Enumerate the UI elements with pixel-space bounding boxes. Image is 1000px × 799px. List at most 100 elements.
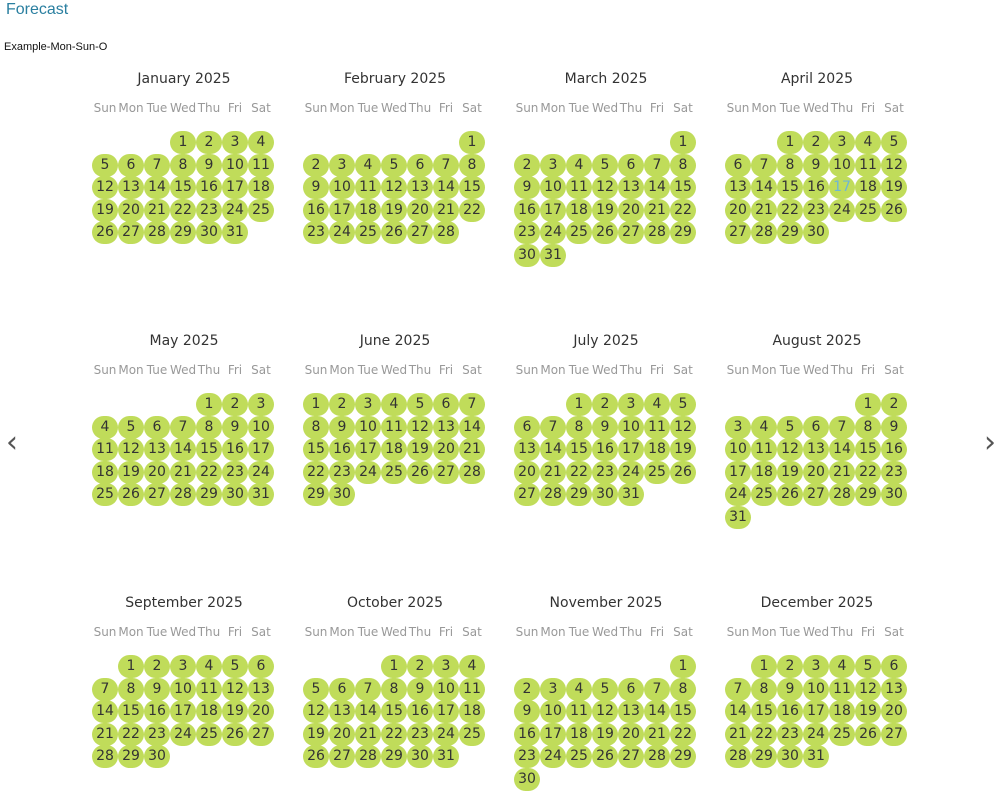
day-cell[interactable]: 13 — [881, 678, 907, 701]
day-cell[interactable]: 5 — [222, 655, 248, 678]
day-cell[interactable]: 31 — [725, 506, 751, 529]
day-cell[interactable]: 23 — [592, 461, 618, 484]
day-cell[interactable]: 31 — [803, 745, 829, 768]
day-cell[interactable]: 27 — [407, 221, 433, 244]
day-cell[interactable]: 18 — [381, 438, 407, 461]
day-cell[interactable]: 16 — [303, 199, 329, 222]
day-cell[interactable]: 25 — [566, 221, 592, 244]
day-cell[interactable]: 19 — [118, 461, 144, 484]
day-cell[interactable]: 29 — [170, 221, 196, 244]
day-cell[interactable]: 20 — [407, 199, 433, 222]
day-cell[interactable]: 26 — [303, 745, 329, 768]
day-cell[interactable]: 3 — [433, 655, 459, 678]
day-cell[interactable]: 11 — [566, 176, 592, 199]
day-cell[interactable]: 21 — [459, 438, 485, 461]
day-cell[interactable]: 20 — [725, 199, 751, 222]
day-cell[interactable]: 8 — [459, 154, 485, 177]
day-cell[interactable]: 4 — [92, 416, 118, 439]
day-cell[interactable]: 23 — [777, 723, 803, 746]
day-cell[interactable]: 21 — [355, 723, 381, 746]
day-cell[interactable]: 29 — [751, 745, 777, 768]
day-cell[interactable]: 9 — [144, 678, 170, 701]
day-cell[interactable]: 19 — [381, 199, 407, 222]
day-cell[interactable]: 9 — [514, 700, 540, 723]
day-cell[interactable]: 3 — [540, 678, 566, 701]
day-cell[interactable]: 1 — [855, 393, 881, 416]
day-cell[interactable]: 16 — [514, 723, 540, 746]
day-cell[interactable]: 2 — [407, 655, 433, 678]
day-cell[interactable]: 2 — [881, 393, 907, 416]
day-cell[interactable]: 3 — [540, 154, 566, 177]
day-cell[interactable]: 6 — [618, 678, 644, 701]
day-cell[interactable]: 11 — [196, 678, 222, 701]
day-cell[interactable]: 1 — [670, 655, 696, 678]
day-cell[interactable]: 15 — [118, 700, 144, 723]
day-cell[interactable]: 9 — [881, 416, 907, 439]
day-cell[interactable]: 7 — [144, 154, 170, 177]
day-cell[interactable]: 23 — [407, 723, 433, 746]
day-cell[interactable]: 23 — [196, 199, 222, 222]
day-cell[interactable]: 1 — [196, 393, 222, 416]
day-cell[interactable]: 29 — [777, 221, 803, 244]
day-cell[interactable]: 30 — [329, 483, 355, 506]
day-cell[interactable]: 31 — [618, 483, 644, 506]
day-cell[interactable]: 1 — [459, 131, 485, 154]
day-cell[interactable]: 13 — [803, 438, 829, 461]
day-cell[interactable]: 24 — [355, 461, 381, 484]
day-cell[interactable]: 25 — [644, 461, 670, 484]
day-cell[interactable]: 8 — [170, 154, 196, 177]
day-cell[interactable]: 21 — [644, 723, 670, 746]
day-cell[interactable]: 26 — [118, 483, 144, 506]
day-cell[interactable]: 19 — [407, 438, 433, 461]
day-cell[interactable]: 25 — [92, 483, 118, 506]
day-cell[interactable]: 19 — [777, 461, 803, 484]
day-cell[interactable]: 29 — [303, 483, 329, 506]
day-cell[interactable]: 6 — [144, 416, 170, 439]
day-cell[interactable]: 11 — [829, 678, 855, 701]
day-cell[interactable]: 25 — [459, 723, 485, 746]
day-cell[interactable]: 3 — [829, 131, 855, 154]
day-cell[interactable]: 17 — [725, 461, 751, 484]
day-cell[interactable]: 30 — [592, 483, 618, 506]
day-cell[interactable]: 4 — [566, 154, 592, 177]
day-cell[interactable]: 6 — [118, 154, 144, 177]
day-cell[interactable]: 14 — [144, 176, 170, 199]
day-cell[interactable]: 12 — [670, 416, 696, 439]
day-cell[interactable]: 18 — [644, 438, 670, 461]
day-cell[interactable]: 24 — [803, 723, 829, 746]
day-cell[interactable]: 30 — [514, 768, 540, 791]
day-cell[interactable]: 19 — [222, 700, 248, 723]
day-cell[interactable]: 30 — [144, 745, 170, 768]
day-cell[interactable]: 18 — [248, 176, 274, 199]
day-cell[interactable]: 27 — [118, 221, 144, 244]
day-cell[interactable]: 2 — [777, 655, 803, 678]
day-cell[interactable]: 26 — [381, 221, 407, 244]
day-cell[interactable]: 1 — [777, 131, 803, 154]
day-cell[interactable]: 30 — [407, 745, 433, 768]
day-cell[interactable]: 22 — [303, 461, 329, 484]
day-cell[interactable]: 9 — [196, 154, 222, 177]
day-cell[interactable]: 28 — [644, 745, 670, 768]
day-cell[interactable]: 24 — [222, 199, 248, 222]
day-cell[interactable]: 8 — [670, 678, 696, 701]
day-cell[interactable]: 2 — [303, 154, 329, 177]
day-cell[interactable]: 14 — [459, 416, 485, 439]
day-cell[interactable]: 7 — [751, 154, 777, 177]
day-cell[interactable]: 28 — [644, 221, 670, 244]
day-cell[interactable]: 12 — [118, 438, 144, 461]
day-cell[interactable]: 4 — [751, 416, 777, 439]
day-cell[interactable]: 8 — [751, 678, 777, 701]
day-cell[interactable]: 5 — [92, 154, 118, 177]
day-cell[interactable]: 13 — [329, 700, 355, 723]
day-cell[interactable]: 14 — [433, 176, 459, 199]
day-cell[interactable]: 28 — [725, 745, 751, 768]
day-cell[interactable]: 25 — [829, 723, 855, 746]
day-cell[interactable]: 2 — [144, 655, 170, 678]
day-cell[interactable]: 31 — [540, 244, 566, 267]
day-cell[interactable]: 4 — [248, 131, 274, 154]
day-cell[interactable]: 5 — [407, 393, 433, 416]
day-cell[interactable]: 24 — [829, 199, 855, 222]
day-cell[interactable]: 16 — [407, 700, 433, 723]
day-cell[interactable]: 20 — [118, 199, 144, 222]
day-cell[interactable]: 28 — [355, 745, 381, 768]
